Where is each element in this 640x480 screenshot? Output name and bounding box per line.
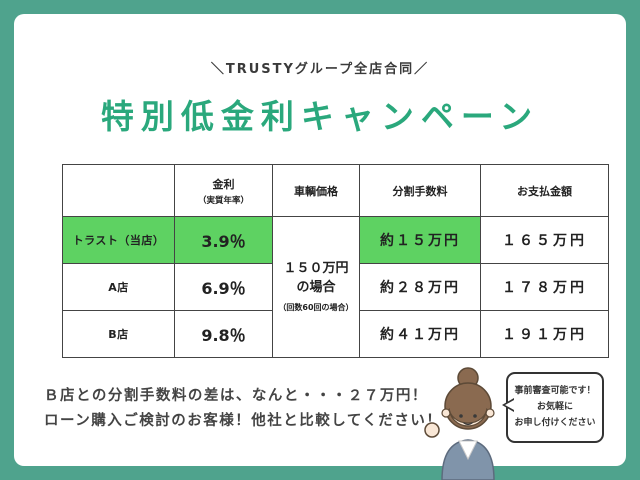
rate-cell: 9.8％ (174, 310, 273, 358)
shop-cell: トラスト（当店） (62, 216, 175, 264)
table-header-row: 金利 （実質年率） 車輌価格 分割手数料 お支払金額 (62, 164, 609, 217)
table-header-rate-sub: （実質年率） (197, 195, 249, 206)
price-line2: の場合 (296, 280, 336, 296)
table-row: A店 6.9％ 約２８万円 １７８万円 (62, 263, 609, 311)
fee-cell: 約１５万円 (359, 216, 481, 264)
rate-cell: 3.9％ (174, 216, 273, 264)
table-header-fee: 分割手数料 (359, 164, 481, 217)
price-line1: １５０万円 (283, 261, 349, 277)
total-cell: １６５万円 (480, 216, 609, 264)
shop-cell: B店 (62, 310, 175, 358)
footer-note-line2: ローン購入ご検討のお客様！他社と比較してください！ (44, 413, 443, 430)
table-header-rate-main: 金利 (212, 177, 235, 191)
footer-note-line1: Ｂ店との分割手数料の差は、なんと・・・２７万円！ (44, 388, 428, 404)
fee-cell: 約２８万円 (359, 263, 481, 311)
price-merged-cell: １５０万円 の場合 （回数60回の場合） (272, 216, 360, 358)
campaign-title: 特別低金利キャンペーン (100, 97, 540, 136)
speech-bubble-line3: お申し付けください (514, 418, 596, 429)
table-header-price: 車輌価格 (272, 164, 360, 217)
speech-bubble-line2: お気軽に (536, 402, 573, 413)
table-header-shop (62, 164, 175, 217)
rates-comparison-table: 金利 （実質年率） 車輌価格 分割手数料 お支払金額 トラスト（当店） 3.9％… (62, 164, 609, 358)
table-header-total: お支払金額 (480, 164, 609, 217)
speech-bubble-line1: 事前審査可能です！ (514, 386, 596, 396)
shop-cell: A店 (62, 263, 175, 311)
speech-bubble: 事前審査可能です！ お気軽に お申し付けください (502, 372, 604, 443)
campaign-tagline: ＼TRUSTYグループ全店合同／ (210, 62, 430, 77)
table-row: B店 9.8％ 約４１万円 １９１万円 (62, 310, 609, 358)
rate-cell: 6.9％ (174, 263, 273, 311)
price-note: （回数60回の場合） (278, 303, 354, 313)
fee-cell: 約４１万円 (359, 310, 481, 358)
total-cell: １９１万円 (480, 310, 609, 358)
table-row: トラスト（当店） 3.9％ １５０万円 の場合 （回数60回の場合） 約１５万円… (62, 216, 609, 358)
receptionist-illustration (424, 367, 495, 480)
flyer-card: ＼TRUSTYグループ全店合同／ 特別低金利キャンペーン 金利 （実質年率） 車… (14, 14, 626, 480)
total-cell: １７８万円 (480, 263, 609, 311)
footer-notes: Ｂ店との分割手数料の差は、なんと・・・２７万円！ ローン購入ご検討のお客様！他社… (44, 384, 442, 435)
waving-hand-icon (424, 422, 440, 438)
table-header-rate: 金利 （実質年率） (174, 164, 273, 217)
